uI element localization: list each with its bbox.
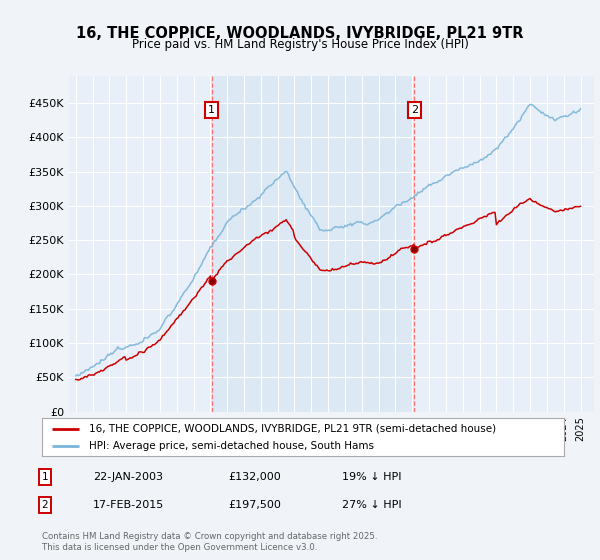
Text: 2: 2 — [411, 105, 418, 115]
Text: Price paid vs. HM Land Registry's House Price Index (HPI): Price paid vs. HM Land Registry's House … — [131, 38, 469, 52]
Text: 16, THE COPPICE, WOODLANDS, IVYBRIDGE, PL21 9TR (semi-detached house): 16, THE COPPICE, WOODLANDS, IVYBRIDGE, P… — [89, 423, 496, 433]
Text: 22-JAN-2003: 22-JAN-2003 — [93, 472, 163, 482]
Text: Contains HM Land Registry data © Crown copyright and database right 2025.
This d: Contains HM Land Registry data © Crown c… — [42, 532, 377, 552]
Text: 17-FEB-2015: 17-FEB-2015 — [93, 500, 164, 510]
Text: 1: 1 — [41, 472, 49, 482]
Text: £132,000: £132,000 — [228, 472, 281, 482]
Text: 1: 1 — [208, 105, 215, 115]
Text: 27% ↓ HPI: 27% ↓ HPI — [342, 500, 401, 510]
Text: 2: 2 — [41, 500, 49, 510]
Text: £197,500: £197,500 — [228, 500, 281, 510]
Bar — [212, 76, 415, 412]
Text: HPI: Average price, semi-detached house, South Hams: HPI: Average price, semi-detached house,… — [89, 441, 374, 451]
Text: 16, THE COPPICE, WOODLANDS, IVYBRIDGE, PL21 9TR: 16, THE COPPICE, WOODLANDS, IVYBRIDGE, P… — [76, 26, 524, 41]
Text: 19% ↓ HPI: 19% ↓ HPI — [342, 472, 401, 482]
